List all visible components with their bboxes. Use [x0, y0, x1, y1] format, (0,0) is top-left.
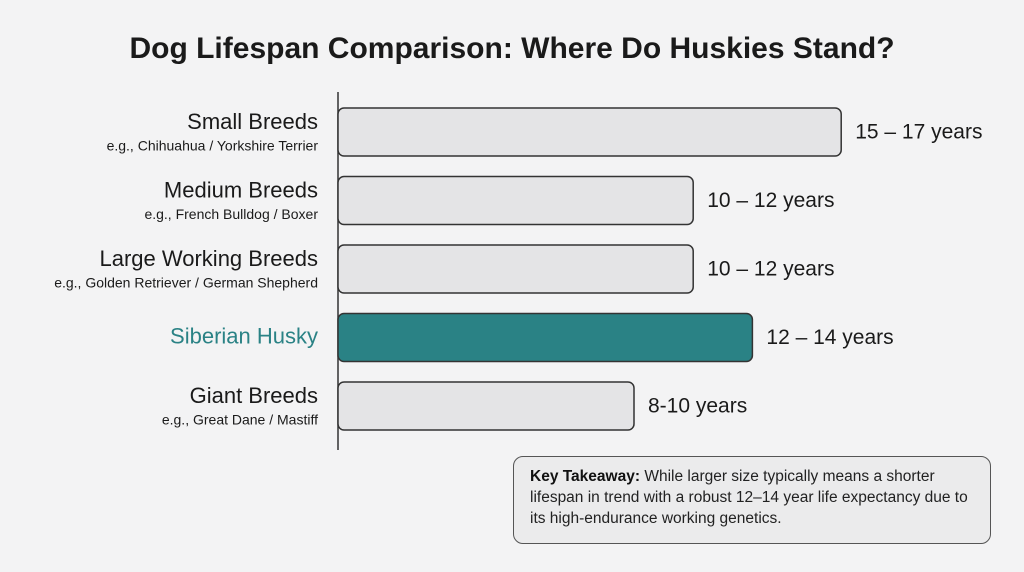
category-example: e.g., Great Dane / Mastiff [162, 412, 318, 428]
category-label: Medium Breeds [164, 177, 318, 202]
chart-title: Dog Lifespan Comparison: Where Do Huskie… [129, 32, 894, 65]
bar [337, 312, 754, 363]
value-label: 10 – 12 years [707, 258, 834, 281]
category-label: Giant Breeds [190, 383, 318, 408]
takeaway-label: Key Takeaway: [530, 468, 640, 485]
takeaway-text: While larger size typically means a shor… [530, 468, 968, 527]
category-label: Siberian Husky [170, 323, 318, 348]
key-takeaway: Key Takeaway: While larger size typicall… [513, 456, 991, 544]
value-label: 15 – 17 years [855, 121, 982, 144]
bar [337, 175, 694, 226]
category-example: e.g., French Bulldog / Boxer [144, 206, 318, 222]
bar [337, 244, 694, 294]
value-label: 8-10 years [648, 395, 747, 418]
value-label: 12 – 14 years [766, 326, 893, 349]
category-example: e.g., Chihuahua / Yorkshire Terrier [107, 138, 319, 154]
category-example: e.g., Golden Retriever / German Shepherd [54, 275, 318, 291]
bar [337, 107, 842, 157]
value-label: 10 – 12 years [707, 189, 834, 212]
category-label: Small Breeds [187, 109, 318, 134]
bar [337, 381, 635, 431]
category-label: Large Working Breeds [100, 246, 319, 271]
